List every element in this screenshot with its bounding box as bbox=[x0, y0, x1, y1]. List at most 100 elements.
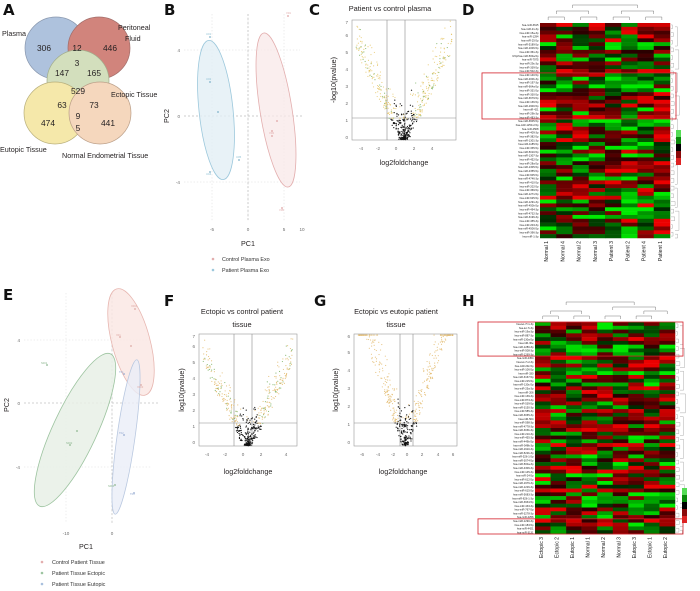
heatmap-row-label: hsa-miR-1-3p bbox=[523, 234, 540, 238]
venn-count: 9 bbox=[76, 111, 81, 121]
heatmap-row-label: hsa-miR-1900-5p bbox=[518, 104, 539, 108]
heatmap-column-label: Normal 2 bbox=[601, 537, 607, 558]
heatmap-row-label: hsa-miR-504 bbox=[518, 417, 534, 421]
y-tick: 0 bbox=[17, 401, 20, 406]
legend-label: Patient Tissue Ectopic bbox=[52, 571, 105, 577]
heatmap-column-label: Normal 1 bbox=[585, 537, 591, 558]
panel-h-label: H bbox=[462, 292, 475, 310]
heatmap-row-label: hsa-miR-106-5p bbox=[515, 368, 534, 372]
x-tick: -2 bbox=[391, 452, 396, 457]
svg-text:S001: S001 bbox=[41, 361, 48, 365]
svg-text:T03: T03 bbox=[130, 492, 135, 496]
heatmap-row-label: hsa-miR-206 bbox=[518, 390, 534, 394]
svg-text:U05: U05 bbox=[236, 155, 242, 159]
heatmap-row-label: 3-5p/hsa-miR-500a-5p bbox=[512, 54, 539, 58]
venn-count: 63 bbox=[57, 100, 67, 110]
y-tick: 5 bbox=[347, 350, 350, 355]
panel-f-label: F bbox=[164, 292, 175, 310]
y-tick: 1 bbox=[345, 118, 348, 123]
heatmap-column-label: Normal 1 bbox=[544, 241, 550, 262]
y-tick: 3 bbox=[347, 386, 350, 391]
x-tick: 4 bbox=[285, 452, 288, 457]
heatmap-row-label: hsa-miR-449b-5p bbox=[513, 439, 534, 443]
x-tick: 4 bbox=[431, 146, 434, 151]
heatmap-row-label: hsa-miR-335-5p bbox=[520, 146, 539, 150]
heatmap-row-label: hsa-miR-887-3p bbox=[515, 333, 534, 337]
heatmap-row-label: hsa-miR-5189-5p bbox=[518, 42, 539, 46]
venn-count: 306 bbox=[37, 43, 51, 53]
panel-g: G Ectopic vs eutopic patient tissue -6 -… bbox=[308, 292, 468, 522]
x-tick: -4 bbox=[376, 452, 381, 457]
y-tick: 2 bbox=[347, 404, 350, 409]
venn-count: 73 bbox=[89, 100, 99, 110]
heatmap-row-label: hsa-miR-410-5p bbox=[520, 181, 539, 185]
volcano-points-f bbox=[202, 338, 294, 447]
venn-count: 441 bbox=[101, 118, 115, 128]
heatmap-row-label: hsa-miR-3131 bbox=[517, 530, 534, 534]
heatmap-row-label: hsa-miR-767-5p bbox=[515, 508, 534, 512]
heatmap-row-label: hsa-miR-203-3p bbox=[520, 223, 539, 227]
heatmap-row-label: hsa-miR-3196-3p bbox=[518, 215, 539, 219]
panel-c-title: Patient vs control plasma bbox=[349, 4, 432, 13]
heatmap-column-label: Eutopic 3 bbox=[632, 537, 638, 558]
heatmap-row-label: hsa-miR-3934-5p bbox=[513, 500, 534, 504]
heatmap-row-label: hsa-miR-3167-5p bbox=[513, 375, 534, 379]
heatmap-row-label: hsa-let-7i-2-3p bbox=[516, 360, 534, 364]
color-scale-h bbox=[682, 488, 687, 523]
panel-b: B U01 U02 U05 U04 V01 V03 V05 -5 bbox=[160, 0, 305, 285]
svg-text:U01: U01 bbox=[206, 32, 212, 36]
heatmap-row-label: hsa-miR-598-3p bbox=[515, 421, 534, 425]
y-tick: 3 bbox=[345, 84, 348, 89]
ellipse-patient-plasma bbox=[197, 39, 235, 181]
color-scale-d bbox=[676, 130, 681, 165]
heatmap-row-label: hsa-miR-409-3p bbox=[520, 131, 539, 135]
heatmap-row-label: hsa-let-7i-3p bbox=[519, 326, 534, 330]
heatmap-row-label: hsa-miR-369-5p bbox=[520, 188, 539, 192]
heatmap-row-label: hsa-miR-826-1-3p bbox=[512, 496, 534, 500]
heatmap-row-label: hsa-miR-664a-5p bbox=[518, 85, 539, 89]
panel-c-label: C bbox=[309, 1, 321, 19]
heatmap-row-label: hsa-miR-197-3p bbox=[520, 81, 539, 85]
heatmap-row-label: hsa-miR-215-5p bbox=[515, 379, 534, 383]
legend-swatch bbox=[40, 582, 44, 586]
y-tick: -4 bbox=[176, 180, 181, 185]
heatmap-row-label: hsa-miR-3615 bbox=[522, 23, 539, 27]
points-control: V01 V03 V05 bbox=[269, 11, 291, 212]
heatmap-row-label: hsa-miR-7975 bbox=[522, 58, 539, 62]
svg-text:U02: U02 bbox=[206, 77, 212, 81]
x-axis-label: log2foldchange bbox=[380, 158, 429, 167]
heatmap-row-label: hsa-miR-1185-5p bbox=[518, 142, 539, 146]
heatmap-column-label: Normal 3 bbox=[617, 537, 623, 558]
venn-label-normal: Normal Endometrial Tissue bbox=[62, 151, 148, 160]
x-tick: 2 bbox=[421, 452, 424, 457]
heatmap-row-label: hsa-miR-28a-5p bbox=[520, 161, 539, 165]
x-tick: 0 bbox=[111, 531, 114, 536]
svg-text:X004: X004 bbox=[131, 304, 138, 308]
heatmap-row-label: hsa-miR-4306-3p bbox=[513, 466, 534, 470]
heatmap-row-label: hsa-miR-29b-3p bbox=[520, 111, 539, 115]
heatmap-row-label: hsa-miR-1976-3p bbox=[513, 481, 534, 485]
heatmap-column-label: Patient 3 bbox=[609, 241, 615, 261]
venn-count: 529 bbox=[71, 86, 85, 96]
x-tick: -4 bbox=[205, 452, 210, 457]
x-tick: -2 bbox=[376, 146, 381, 151]
heatmap-row-label: hsa-miR-455-3p bbox=[520, 219, 539, 223]
heatmap-row-label: hsa-miR-330 bbox=[518, 371, 534, 375]
svg-text:T01: T01 bbox=[119, 370, 124, 374]
heatmap-row-label: hsa-miR-4508 bbox=[522, 127, 539, 131]
heatmap-row-label: hsa-miR-508-3p bbox=[515, 349, 534, 353]
venn-label-eutopic: Eutopic Tissue bbox=[0, 145, 47, 154]
heatmap-row-label: hsa-miR-30e bbox=[518, 341, 534, 345]
heatmap-row-label: hsa-miR-522b-3p bbox=[513, 451, 534, 455]
heatmap-row-label: hsa-miR-4454 bbox=[517, 356, 534, 360]
y-tick: 7 bbox=[192, 334, 195, 339]
heatmap-row-label: hsa-miR-1226-3p bbox=[513, 485, 534, 489]
heatmap-row-label: hsa-miR-330-5p bbox=[520, 92, 539, 96]
heatmap-row-label: hsa-miR-3679-5p bbox=[518, 96, 539, 100]
heatmap-row-label: hsa-miR-3605-5p bbox=[518, 119, 539, 123]
heatmap-row-label: hsa-miR-500a-3p bbox=[513, 462, 534, 466]
heatmap-row-label: hsa-miR-361-3p bbox=[520, 50, 539, 54]
y-tick: 5 bbox=[345, 50, 348, 55]
heatmap-row-label: hsa-miR-303b-3p bbox=[513, 428, 534, 432]
panel-f-title-2: tissue bbox=[232, 320, 251, 329]
